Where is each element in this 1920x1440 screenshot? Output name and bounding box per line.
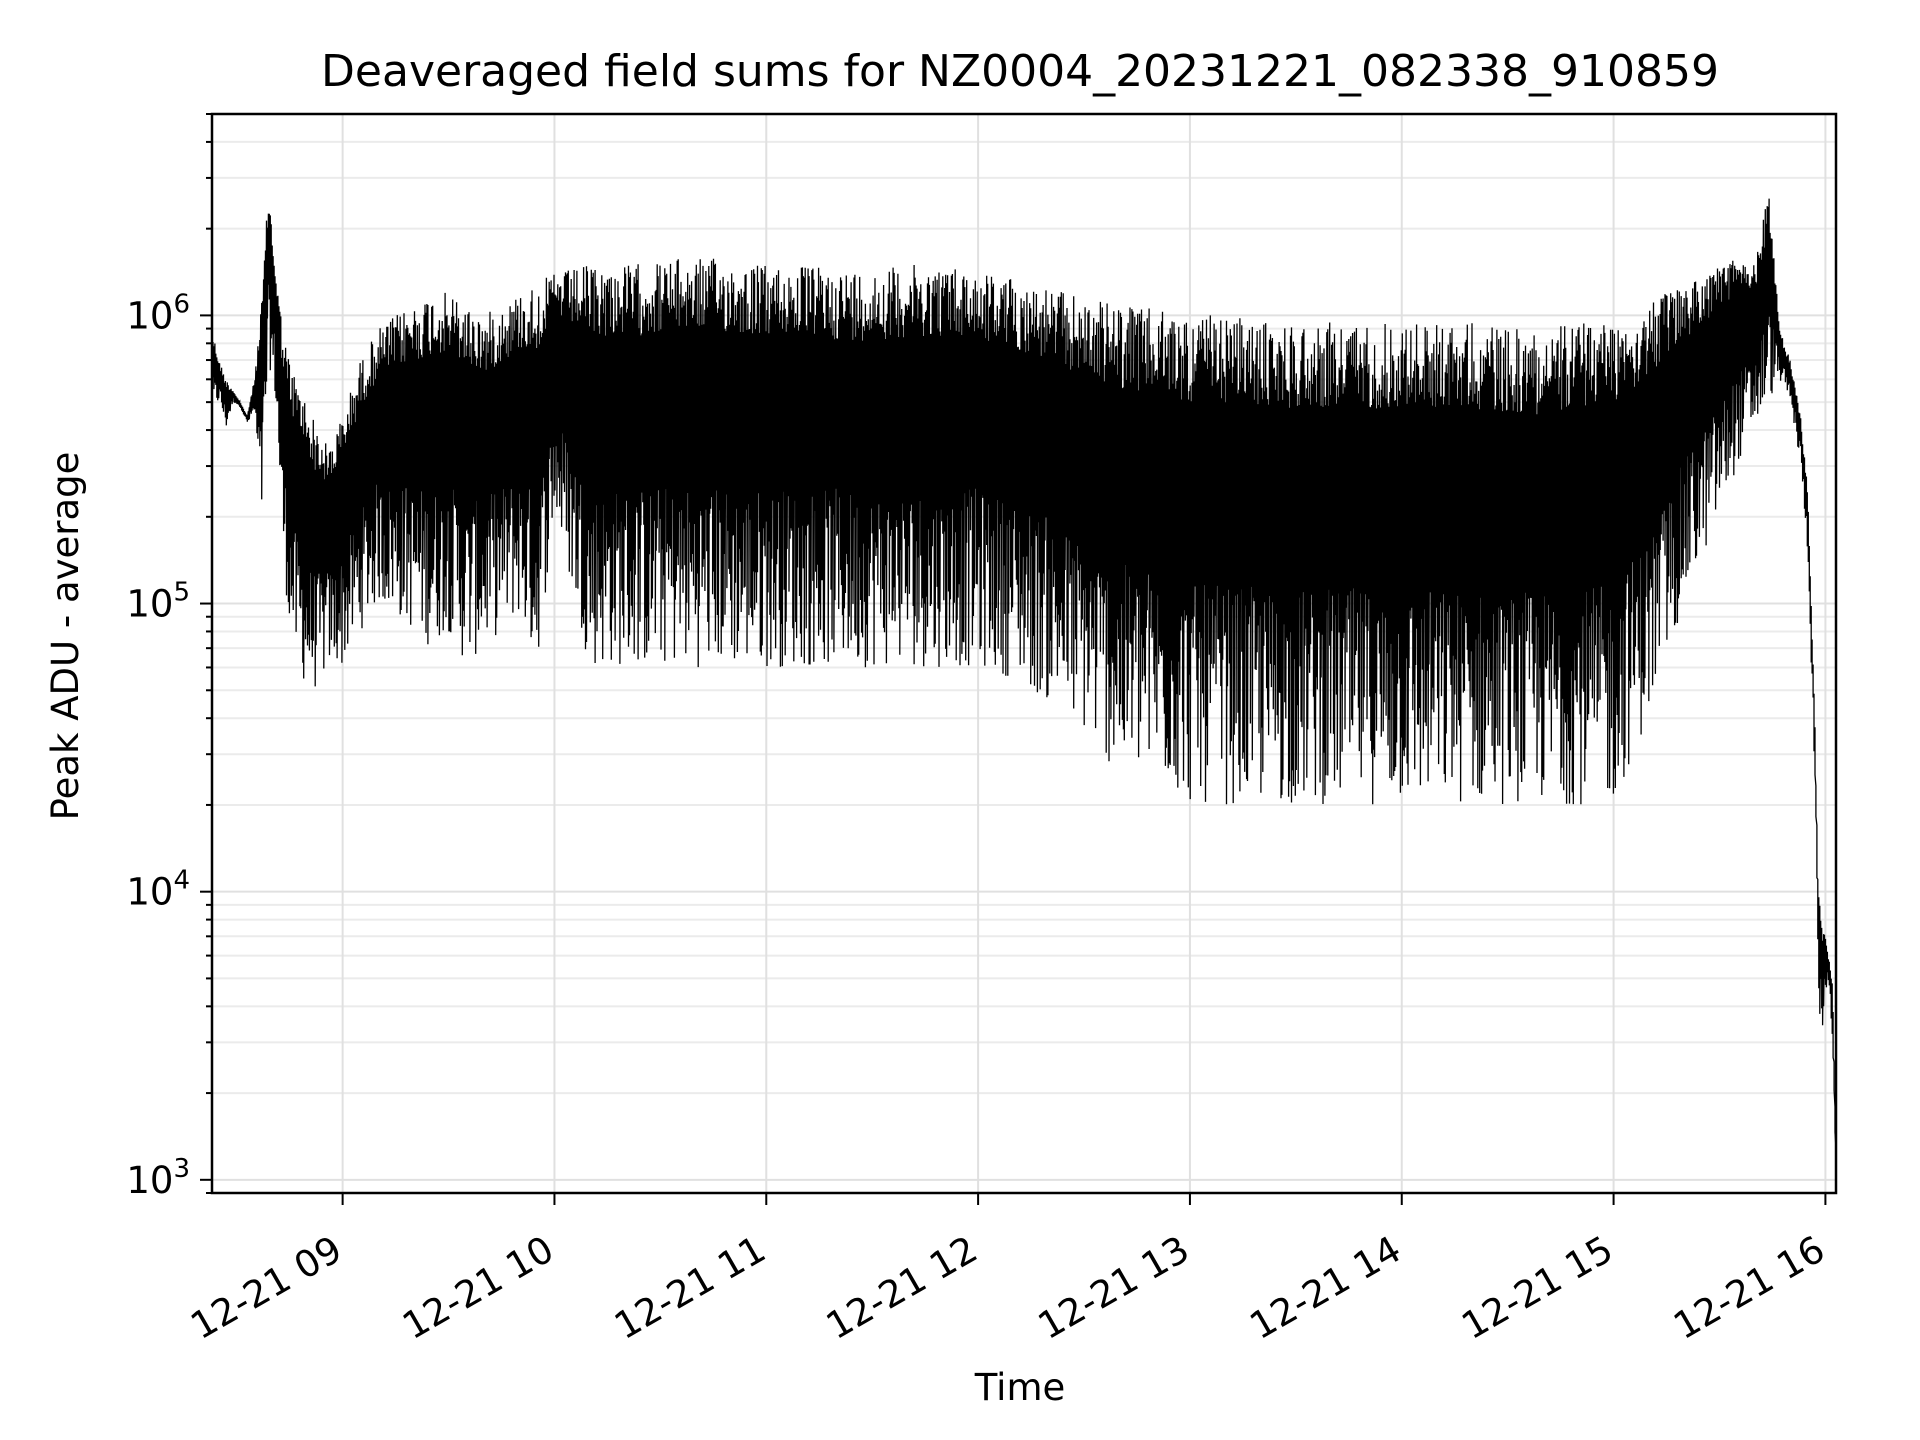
series-layer	[211, 198, 1837, 1166]
x-tick-label: 12-21 09	[184, 1228, 350, 1348]
x-tick-label: 12-21 12	[819, 1228, 985, 1348]
x-tick-label: 12-21 10	[395, 1228, 561, 1348]
y-tick-label: 103	[126, 1154, 190, 1202]
series-line	[211, 198, 1837, 1166]
x-tick-label: 12-21 15	[1455, 1228, 1621, 1348]
y-axis: 106 105 104 103	[126, 113, 212, 1202]
y-tick-label: 104	[126, 866, 190, 914]
x-tick-label: 12-21 13	[1031, 1228, 1197, 1348]
x-axis: 12-21 09 12-21 10 12-21 11 12-21 12 12-21 13…	[184, 1193, 1832, 1348]
y-axis-label: Peak ADU - average	[44, 452, 87, 821]
y-tick-label: 105	[126, 578, 190, 626]
x-tick-label: 12-21 16	[1666, 1228, 1832, 1348]
chart-title: Deaveraged field sums for NZ0004_2023122…	[321, 46, 1719, 97]
x-tick-label: 12-21 14	[1243, 1228, 1409, 1348]
x-tick-label: 12-21 11	[607, 1228, 773, 1348]
x-axis-label: Time	[974, 1366, 1066, 1409]
plot-frame	[210, 112, 1838, 1195]
y-tick-label: 106	[126, 289, 190, 337]
